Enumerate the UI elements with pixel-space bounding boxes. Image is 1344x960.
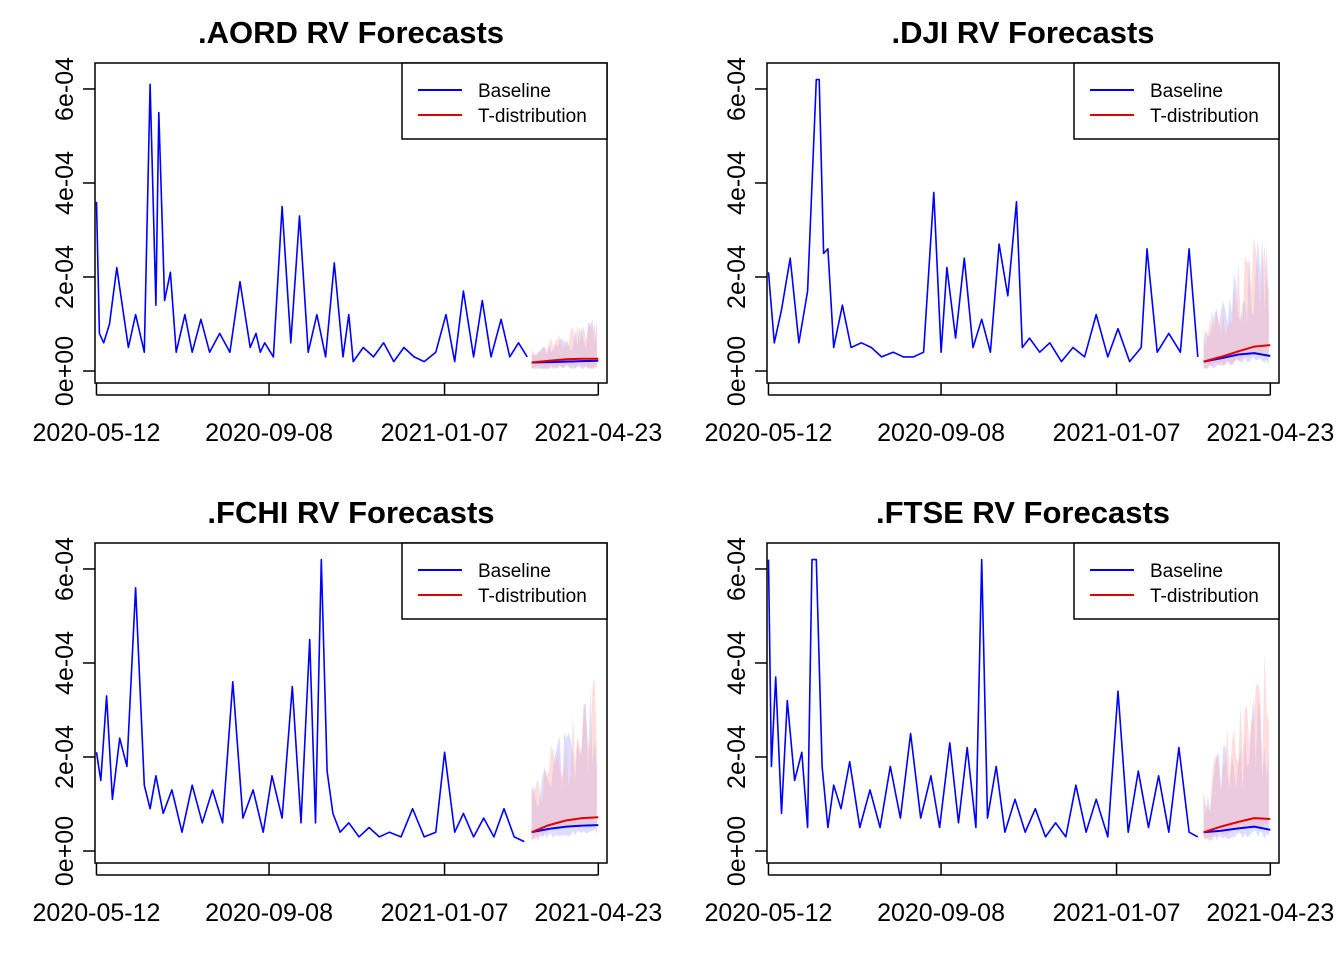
x-tick-label: 2020-05-12 <box>705 899 833 927</box>
y-tick-label: 2e-04 <box>723 725 751 789</box>
x-tick-label: 2020-05-12 <box>705 419 833 447</box>
x-tick-label: 2020-09-08 <box>205 419 333 447</box>
plot-frame <box>94 542 608 864</box>
x-tick-label: 2020-09-08 <box>877 899 1005 927</box>
legend: Baseline T-distribution <box>1073 542 1280 620</box>
x-tick-label: 2021-04-23 <box>1206 899 1334 927</box>
tdist-forecast-band <box>1203 237 1269 369</box>
chart-panel: .FTSE RV Forecasts 0e+00 2e-04 4e-04 6e-04 20… <box>705 495 1335 927</box>
legend-entry-baseline: Baseline <box>478 81 551 102</box>
y-tick-label: 6e-04 <box>51 537 79 601</box>
legend-entry-tdist: T-distribution <box>1150 106 1259 127</box>
x-tick-label: 2021-01-07 <box>381 899 509 927</box>
y-tick-label: 6e-04 <box>723 57 751 121</box>
chart-title: .AORD RV Forecasts <box>198 15 504 50</box>
x-tick-label: 2020-09-08 <box>205 899 333 927</box>
x-tick-label: 2020-05-12 <box>33 899 161 927</box>
legend: Baseline T-distribution <box>401 542 608 620</box>
legend-entry-baseline: Baseline <box>1150 81 1223 102</box>
plot-frame <box>94 62 608 384</box>
baseline-series-line <box>767 78 1199 363</box>
x-axis: 2020-05-12 2020-09-08 2021-01-07 2021-04-23 <box>33 383 662 447</box>
baseline-forecast-band <box>1203 239 1269 369</box>
x-tick-label: 2021-01-07 <box>1053 899 1181 927</box>
legend: Baseline T-distribution <box>1073 62 1280 140</box>
y-tick-label: 4e-04 <box>723 151 751 215</box>
tdist-forecast-line <box>1203 344 1271 363</box>
forecast-bands <box>1203 652 1269 841</box>
plot-frame <box>766 542 1280 864</box>
baseline-forecast-line <box>1203 825 1271 834</box>
chart-panel: .DJI RV Forecasts 0e+00 2e-04 4e-04 6e-04 202… <box>705 15 1335 447</box>
baseline-forecast-band <box>531 317 597 369</box>
tdist-forecast-band <box>531 677 597 842</box>
forecast-bands <box>531 677 597 842</box>
baseline-series-line <box>95 83 528 363</box>
y-axis: 0e+00 2e-04 4e-04 6e-04 <box>723 537 767 886</box>
legend-entry-baseline: Baseline <box>1150 561 1223 582</box>
chart-panel: .FCHI RV Forecasts 0e+00 2e-04 4e-04 6e-04 20… <box>33 495 663 927</box>
baseline-series-line <box>95 558 525 843</box>
chart-title: .DJI RV Forecasts <box>891 15 1154 50</box>
y-tick-label: 4e-04 <box>51 631 79 695</box>
y-tick-label: 2e-04 <box>723 245 751 309</box>
y-tick-label: 2e-04 <box>51 725 79 789</box>
x-tick-label: 2021-01-07 <box>1053 419 1181 447</box>
y-tick-label: 2e-04 <box>51 245 79 309</box>
y-tick-label: 6e-04 <box>51 57 79 121</box>
legend-entry-tdist: T-distribution <box>1150 586 1259 607</box>
legend-box <box>401 62 608 140</box>
tdist-forecast-line <box>1203 817 1271 834</box>
x-tick-label: 2021-04-23 <box>534 419 662 447</box>
tdist-forecast-line <box>531 357 599 364</box>
legend-entry-tdist: T-distribution <box>478 106 587 127</box>
x-axis: 2020-05-12 2020-09-08 2021-01-07 2021-04-23 <box>33 863 662 927</box>
chart-title: .FTSE RV Forecasts <box>876 495 1170 530</box>
tdist-forecast-line <box>531 816 599 834</box>
y-tick-label: 0e+00 <box>723 816 751 886</box>
plot-frame <box>766 62 1280 384</box>
y-tick-label: 0e+00 <box>51 816 79 886</box>
baseline-forecast-band <box>1203 696 1269 841</box>
x-axis: 2020-05-12 2020-09-08 2021-01-07 2021-04-23 <box>705 863 1334 927</box>
y-axis: 0e+00 2e-04 4e-04 6e-04 <box>51 57 95 406</box>
y-tick-label: 4e-04 <box>723 631 751 695</box>
x-axis: 2020-05-12 2020-09-08 2021-01-07 2021-04-23 <box>705 383 1334 447</box>
y-axis: 0e+00 2e-04 4e-04 6e-04 <box>51 537 95 886</box>
x-tick-label: 2021-04-23 <box>534 899 662 927</box>
tdist-forecast-band <box>1203 652 1269 839</box>
y-tick-label: 0e+00 <box>723 336 751 406</box>
chart-title: .FCHI RV Forecasts <box>207 495 494 530</box>
chart-panel: .AORD RV Forecasts 0e+00 2e-04 4e-04 6e-04 20… <box>33 15 663 447</box>
legend-box <box>1073 542 1280 620</box>
legend: Baseline T-distribution <box>401 62 608 140</box>
x-tick-label: 2020-05-12 <box>33 419 161 447</box>
x-tick-label: 2020-09-08 <box>877 419 1005 447</box>
y-axis: 0e+00 2e-04 4e-04 6e-04 <box>723 57 767 406</box>
legend-box <box>401 542 608 620</box>
legend-box <box>1073 62 1280 140</box>
forecast-bands <box>531 317 597 369</box>
x-tick-label: 2021-04-23 <box>1206 419 1334 447</box>
x-tick-label: 2021-01-07 <box>381 419 509 447</box>
baseline-forecast-line <box>531 824 599 834</box>
y-tick-label: 4e-04 <box>51 151 79 215</box>
tdist-forecast-band <box>531 323 597 369</box>
y-tick-label: 0e+00 <box>51 336 79 406</box>
forecast-bands <box>1203 237 1269 369</box>
legend-entry-baseline: Baseline <box>478 561 551 582</box>
baseline-forecast-band <box>531 686 597 842</box>
legend-entry-tdist: T-distribution <box>478 586 587 607</box>
y-tick-label: 6e-04 <box>723 537 751 601</box>
baseline-series-line <box>767 558 1199 838</box>
